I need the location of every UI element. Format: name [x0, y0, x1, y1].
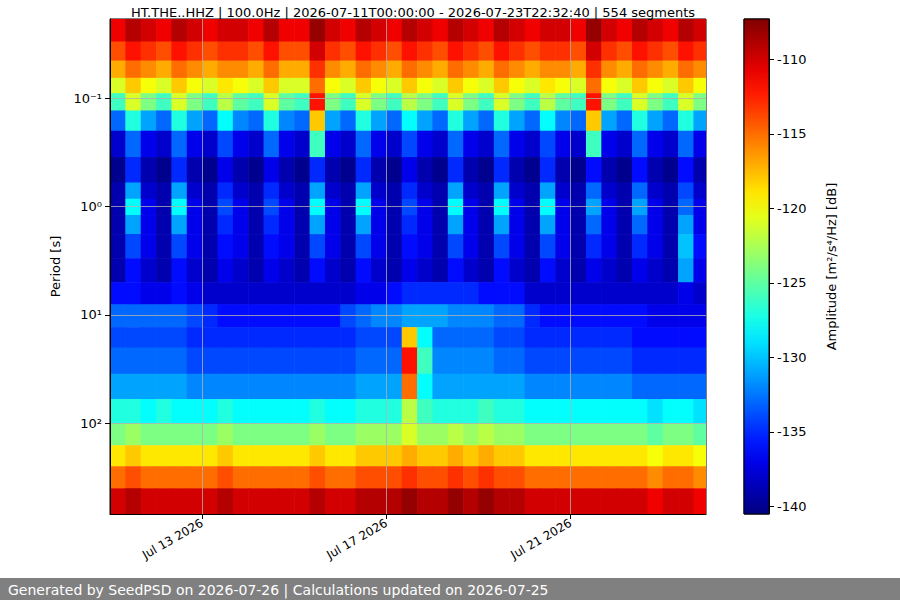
svg-text:Amplitude [m²/s⁴/Hz] [dB]: Amplitude [m²/s⁴/Hz] [dB] [824, 183, 839, 351]
svg-text:10¹: 10¹ [80, 307, 102, 322]
svg-text:-120: -120 [777, 201, 807, 216]
svg-text:Period [s]: Period [s] [48, 236, 63, 298]
svg-text:HT.THE..HHZ | 100.0Hz | 2026-0: HT.THE..HHZ | 100.0Hz | 2026-07-11T00:00… [131, 5, 695, 20]
svg-text:Generated by SeedPSD on 2026-0: Generated by SeedPSD on 2026-07-26 | Cal… [8, 582, 549, 599]
svg-text:10⁻¹: 10⁻¹ [73, 91, 102, 106]
svg-text:-130: -130 [777, 350, 807, 365]
svg-text:-110: -110 [777, 52, 807, 67]
svg-text:-115: -115 [777, 126, 807, 141]
svg-text:10²: 10² [80, 416, 102, 431]
svg-text:-125: -125 [777, 275, 807, 290]
svg-text:-135: -135 [777, 424, 807, 439]
svg-text:Jul 17 2026: Jul 17 2026 [323, 516, 390, 563]
svg-text:10⁰: 10⁰ [80, 199, 102, 214]
svg-text:Jul 13 2026: Jul 13 2026 [139, 516, 206, 563]
svg-text:Jul 21 2026: Jul 21 2026 [508, 516, 575, 563]
svg-text:-140: -140 [777, 499, 807, 514]
